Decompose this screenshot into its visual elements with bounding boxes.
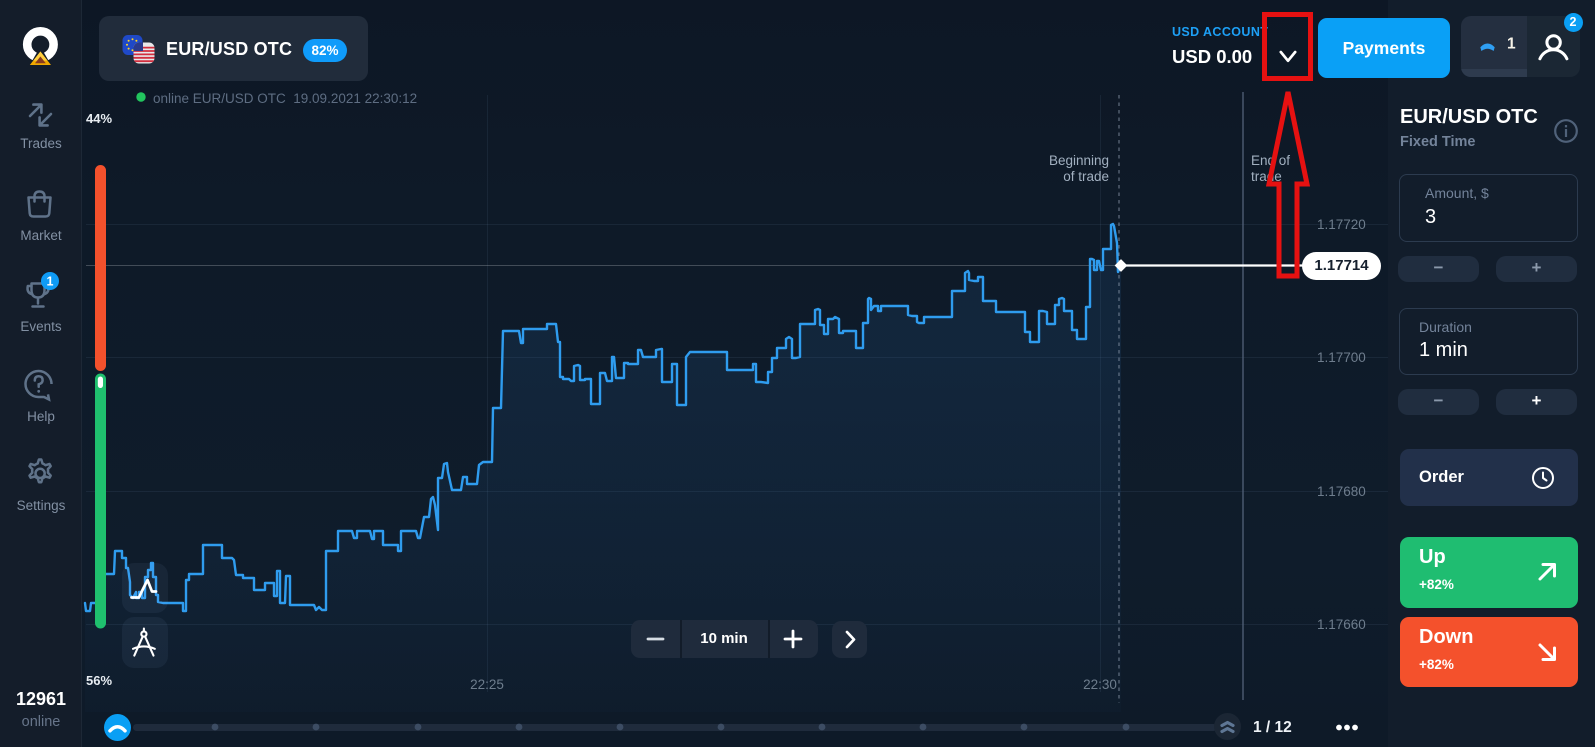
svg-text:1: 1: [47, 275, 54, 289]
svg-text:1: 1: [1507, 36, 1516, 53]
